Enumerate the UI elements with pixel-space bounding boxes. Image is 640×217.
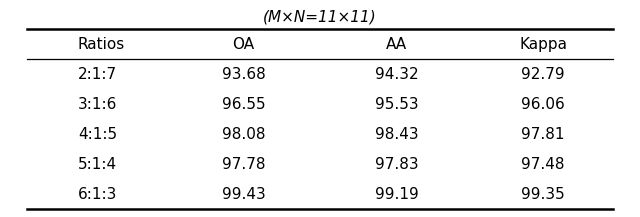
Text: 4:1:5: 4:1:5: [78, 127, 117, 142]
Text: 2:1:7: 2:1:7: [78, 67, 117, 82]
Text: OA: OA: [232, 37, 255, 52]
Text: 97.78: 97.78: [222, 157, 266, 172]
Text: 92.79: 92.79: [521, 67, 565, 82]
Text: 3:1:6: 3:1:6: [78, 97, 117, 112]
Text: 5:1:4: 5:1:4: [78, 157, 117, 172]
Text: 98.08: 98.08: [222, 127, 266, 142]
Text: 94.32: 94.32: [374, 67, 419, 82]
Text: 96.06: 96.06: [521, 97, 565, 112]
Text: 95.53: 95.53: [374, 97, 419, 112]
Text: 99.35: 99.35: [521, 187, 565, 202]
Text: Kappa: Kappa: [519, 37, 567, 52]
Text: 98.43: 98.43: [374, 127, 419, 142]
Text: 6:1:3: 6:1:3: [78, 187, 117, 202]
Text: 97.83: 97.83: [374, 157, 419, 172]
Text: 97.81: 97.81: [521, 127, 564, 142]
Text: 99.19: 99.19: [374, 187, 419, 202]
Text: 93.68: 93.68: [221, 67, 266, 82]
Text: 97.48: 97.48: [521, 157, 564, 172]
Text: (M×N=11×11): (M×N=11×11): [263, 10, 377, 25]
Text: AA: AA: [386, 37, 407, 52]
Text: 96.55: 96.55: [221, 97, 266, 112]
Text: 99.43: 99.43: [221, 187, 266, 202]
Text: Ratios: Ratios: [78, 37, 125, 52]
